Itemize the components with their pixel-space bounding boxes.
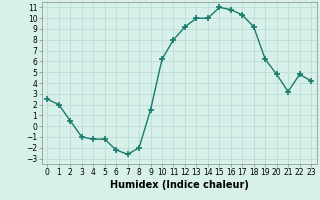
X-axis label: Humidex (Indice chaleur): Humidex (Indice chaleur) (110, 180, 249, 190)
